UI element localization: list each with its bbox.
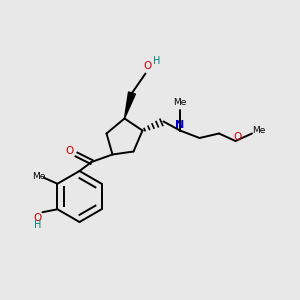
Text: O: O [233, 131, 241, 142]
Text: O: O [143, 61, 151, 71]
Text: O: O [34, 213, 42, 223]
Text: Me: Me [32, 172, 45, 181]
Text: Me: Me [252, 126, 265, 135]
Text: H: H [34, 220, 42, 230]
Polygon shape [124, 92, 136, 118]
Text: N: N [176, 120, 184, 130]
Text: Me: Me [173, 98, 187, 107]
Text: O: O [65, 146, 73, 157]
Text: H: H [153, 56, 161, 66]
